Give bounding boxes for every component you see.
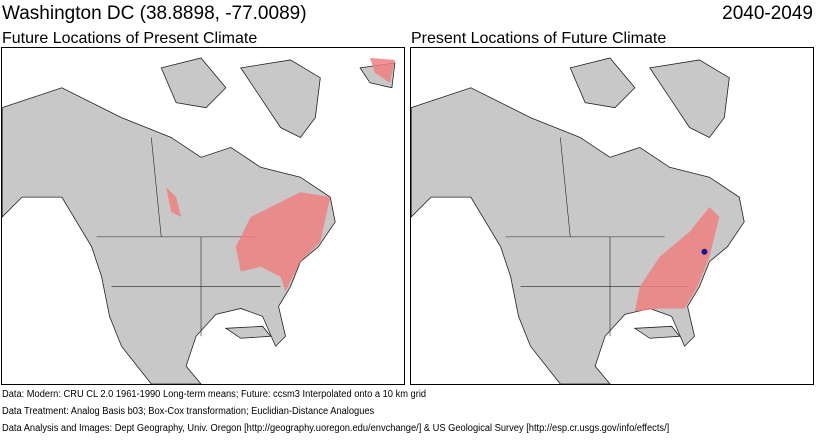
location-title: Washington DC (38.8898, -77.0089) xyxy=(2,3,307,24)
location-marker xyxy=(701,248,708,255)
footer-treatment: Data Treatment: Analog Basis b03; Box-Co… xyxy=(2,406,375,417)
footer-credits: Data Analysis and Images: Dept Geography… xyxy=(2,423,670,434)
right-panel-title: Present Locations of Future Climate xyxy=(411,30,667,47)
analog-regions xyxy=(634,207,720,312)
footer-data: Data: Modern: CRU CL 2.0 1961-1990 Long-… xyxy=(2,389,427,400)
map-present-locations-future-climate xyxy=(410,47,814,385)
land xyxy=(2,57,396,384)
map-future-locations-present-climate xyxy=(1,47,405,385)
analog-regions xyxy=(166,57,395,292)
period-label: 2040-2049 xyxy=(722,3,813,24)
left-panel-title: Future Locations of Present Climate xyxy=(2,30,258,47)
border-lines xyxy=(96,137,281,337)
